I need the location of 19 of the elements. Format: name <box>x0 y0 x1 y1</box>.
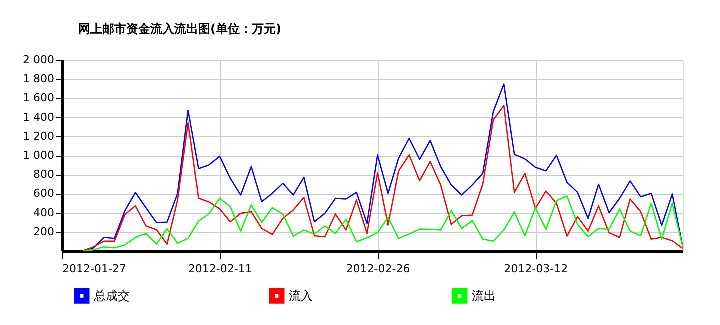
legend-label: 流出 <box>472 289 496 304</box>
y-tick-label: 1 000 <box>23 149 54 162</box>
x-tick-label: 2012-01-27 <box>62 262 126 276</box>
y-tick-label: 400 <box>34 206 54 220</box>
y-tick-label: 1 200 <box>23 130 54 143</box>
legend-label: 流入 <box>289 289 313 304</box>
x-tick-label: 2012-03-12 <box>504 262 568 276</box>
y-tick-label: 800 <box>34 168 54 182</box>
x-tick-label: 2012-02-26 <box>346 262 410 276</box>
line-series <box>82 196 684 252</box>
y-tick-label: 1 800 <box>23 72 54 86</box>
y-tick-label: 200 <box>34 225 54 238</box>
legend-label: 总成交 <box>93 289 130 304</box>
chart-title: 网上邮市资金流入流出图(单位：万元) <box>78 22 282 36</box>
y-tick-label: 2 000 <box>23 54 54 66</box>
y-tick-label: 1 400 <box>23 110 54 124</box>
x-tick-label: 2012-02-11 <box>188 262 252 276</box>
y-tick-label: 600 <box>34 187 54 200</box>
y-tick-label: 1 600 <box>23 92 54 105</box>
